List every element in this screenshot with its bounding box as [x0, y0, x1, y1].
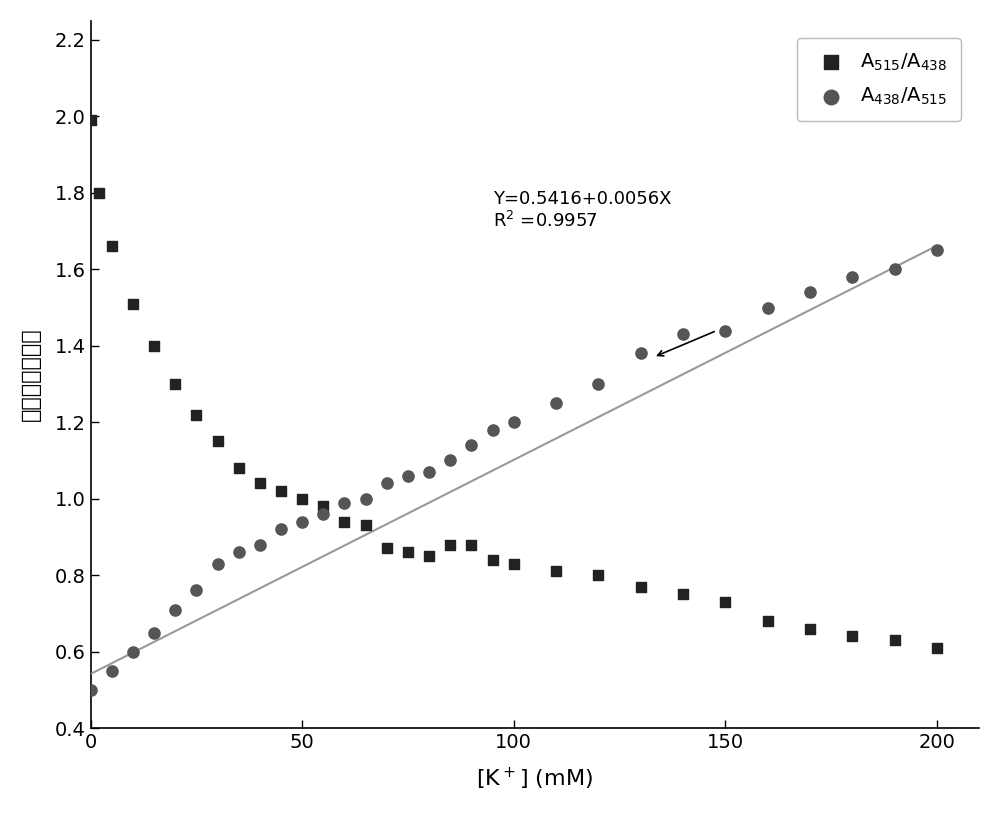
A$_{438}$/A$_{515}$ [887, 263, 903, 276]
A$_{438}$/A$_{515}$ [188, 584, 204, 597]
A$_{515}$/A$_{438}$ [887, 633, 903, 646]
A$_{515}$/A$_{438}$ [421, 550, 437, 563]
A$_{438}$/A$_{515}$ [844, 271, 860, 284]
A$_{438}$/A$_{515}$ [273, 523, 289, 536]
X-axis label: [K$^+$] (mM): [K$^+$] (mM) [476, 766, 593, 792]
A$_{438}$/A$_{515}$ [358, 492, 374, 505]
A$_{515}$/A$_{438}$ [442, 538, 458, 551]
A$_{438}$/A$_{515}$ [675, 328, 691, 341]
A$_{438}$/A$_{515}$ [104, 664, 120, 677]
A$_{515}$/A$_{438}$ [400, 546, 416, 559]
A$_{515}$/A$_{438}$ [125, 298, 141, 311]
A$_{438}$/A$_{515}$ [929, 244, 945, 257]
A$_{515}$/A$_{438}$ [210, 435, 226, 448]
A$_{515}$/A$_{438}$ [188, 408, 204, 421]
A$_{515}$/A$_{438}$ [91, 186, 107, 199]
A$_{515}$/A$_{438}$ [294, 492, 310, 505]
A$_{438}$/A$_{515}$ [463, 439, 479, 452]
A$_{515}$/A$_{438}$ [358, 519, 374, 532]
A$_{515}$/A$_{438}$ [548, 565, 564, 578]
A$_{515}$/A$_{438}$ [273, 485, 289, 498]
A$_{438}$/A$_{515}$ [125, 646, 141, 659]
A$_{438}$/A$_{515}$ [315, 507, 331, 520]
A$_{438}$/A$_{515}$ [760, 301, 776, 314]
A$_{438}$/A$_{515}$ [421, 466, 437, 479]
A$_{515}$/A$_{438}$ [463, 538, 479, 551]
A$_{438}$/A$_{515}$ [590, 377, 606, 390]
A$_{515}$/A$_{438}$ [167, 377, 183, 390]
A$_{515}$/A$_{438}$ [104, 240, 120, 253]
A$_{438}$/A$_{515}$ [442, 454, 458, 467]
A$_{438}$/A$_{515}$ [506, 415, 522, 428]
A$_{515}$/A$_{438}$ [675, 588, 691, 601]
A$_{515}$/A$_{438}$ [633, 580, 649, 593]
A$_{438}$/A$_{515}$ [146, 626, 162, 639]
Y-axis label: 紫外吸光度比値: 紫外吸光度比値 [21, 328, 41, 421]
Text: Y=0.5416+0.0056X
R$^2$ =0.9957: Y=0.5416+0.0056X R$^2$ =0.9957 [493, 189, 671, 231]
A$_{438}$/A$_{515}$ [633, 347, 649, 360]
A$_{515}$/A$_{438}$ [336, 515, 352, 528]
A$_{515}$/A$_{438}$ [485, 554, 501, 567]
A$_{515}$/A$_{438}$ [315, 500, 331, 513]
A$_{438}$/A$_{515}$ [400, 469, 416, 482]
A$_{438}$/A$_{515}$ [336, 496, 352, 509]
A$_{515}$/A$_{438}$ [231, 462, 247, 475]
A$_{515}$/A$_{438}$ [802, 622, 818, 635]
A$_{438}$/A$_{515}$ [548, 397, 564, 410]
A$_{438}$/A$_{515}$ [252, 538, 268, 551]
A$_{515}$/A$_{438}$ [379, 542, 395, 555]
A$_{438}$/A$_{515}$ [210, 557, 226, 570]
A$_{438}$/A$_{515}$ [294, 515, 310, 528]
A$_{515}$/A$_{438}$ [844, 630, 860, 643]
A$_{438}$/A$_{515}$ [717, 324, 733, 337]
A$_{515}$/A$_{438}$ [929, 641, 945, 654]
A$_{438}$/A$_{515}$ [802, 286, 818, 299]
A$_{438}$/A$_{515}$ [231, 546, 247, 559]
A$_{438}$/A$_{515}$ [379, 477, 395, 490]
A$_{438}$/A$_{515}$ [167, 603, 183, 616]
A$_{515}$/A$_{438}$ [760, 615, 776, 628]
A$_{515}$/A$_{438}$ [83, 114, 99, 127]
A$_{515}$/A$_{438}$ [590, 568, 606, 581]
A$_{515}$/A$_{438}$ [146, 339, 162, 352]
A$_{515}$/A$_{438}$ [506, 557, 522, 570]
Legend: A$_{515}$/A$_{438}$, A$_{438}$/A$_{515}$: A$_{515}$/A$_{438}$, A$_{438}$/A$_{515}$ [797, 37, 961, 121]
A$_{438}$/A$_{515}$ [485, 424, 501, 437]
A$_{438}$/A$_{515}$ [83, 684, 99, 697]
A$_{515}$/A$_{438}$ [252, 477, 268, 490]
A$_{515}$/A$_{438}$ [717, 595, 733, 608]
